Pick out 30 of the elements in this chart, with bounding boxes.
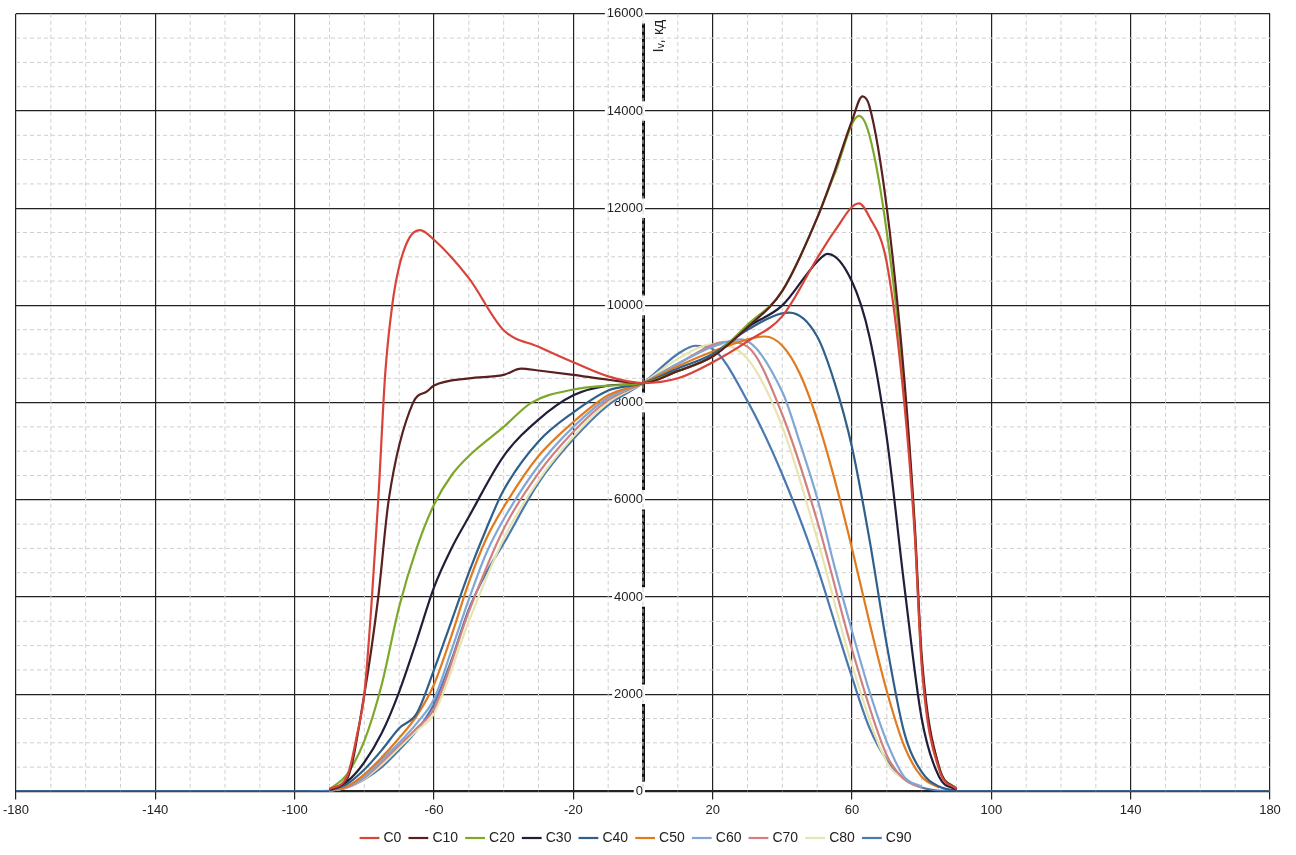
- legend-label: C70: [772, 828, 799, 845]
- x-tick-label: -140: [142, 801, 169, 817]
- x-tick-label: -100: [281, 801, 308, 817]
- x-tick-label: 60: [844, 801, 860, 817]
- y-tick-label: 0: [635, 782, 643, 798]
- x-tick-label: -60: [424, 801, 444, 817]
- y-tick-label: 2000: [614, 685, 643, 701]
- y-tick-label: 4000: [614, 588, 643, 604]
- legend-label: C90: [885, 828, 912, 845]
- x-tick-label: -180: [2, 801, 30, 817]
- legend-label: C50: [659, 828, 685, 845]
- x-tick-label: 20: [705, 801, 720, 817]
- legend-label: C60: [715, 828, 742, 845]
- legend-label: C10: [432, 828, 459, 845]
- x-tick-label: 140: [1119, 801, 1142, 817]
- x-tick-label: 180: [1259, 801, 1281, 817]
- y-axis-title: Iᵥ, кд: [649, 19, 667, 53]
- y-tick-label: 6000: [614, 491, 643, 507]
- x-tick-label: 100: [980, 801, 1003, 817]
- legend-label: C30: [545, 828, 572, 845]
- legend-label: C40: [602, 828, 629, 845]
- legend-label: C80: [829, 828, 856, 845]
- x-tick-label: -20: [563, 801, 583, 817]
- legend-label: C20: [489, 828, 515, 845]
- y-tick-label: 12000: [606, 199, 643, 215]
- y-tick-label: 16000: [606, 5, 643, 21]
- y-tick-label: 14000: [606, 102, 643, 118]
- y-tick-label: 8000: [614, 394, 643, 410]
- y-tick-label: 10000: [606, 296, 643, 312]
- legend-label: C0: [383, 828, 402, 845]
